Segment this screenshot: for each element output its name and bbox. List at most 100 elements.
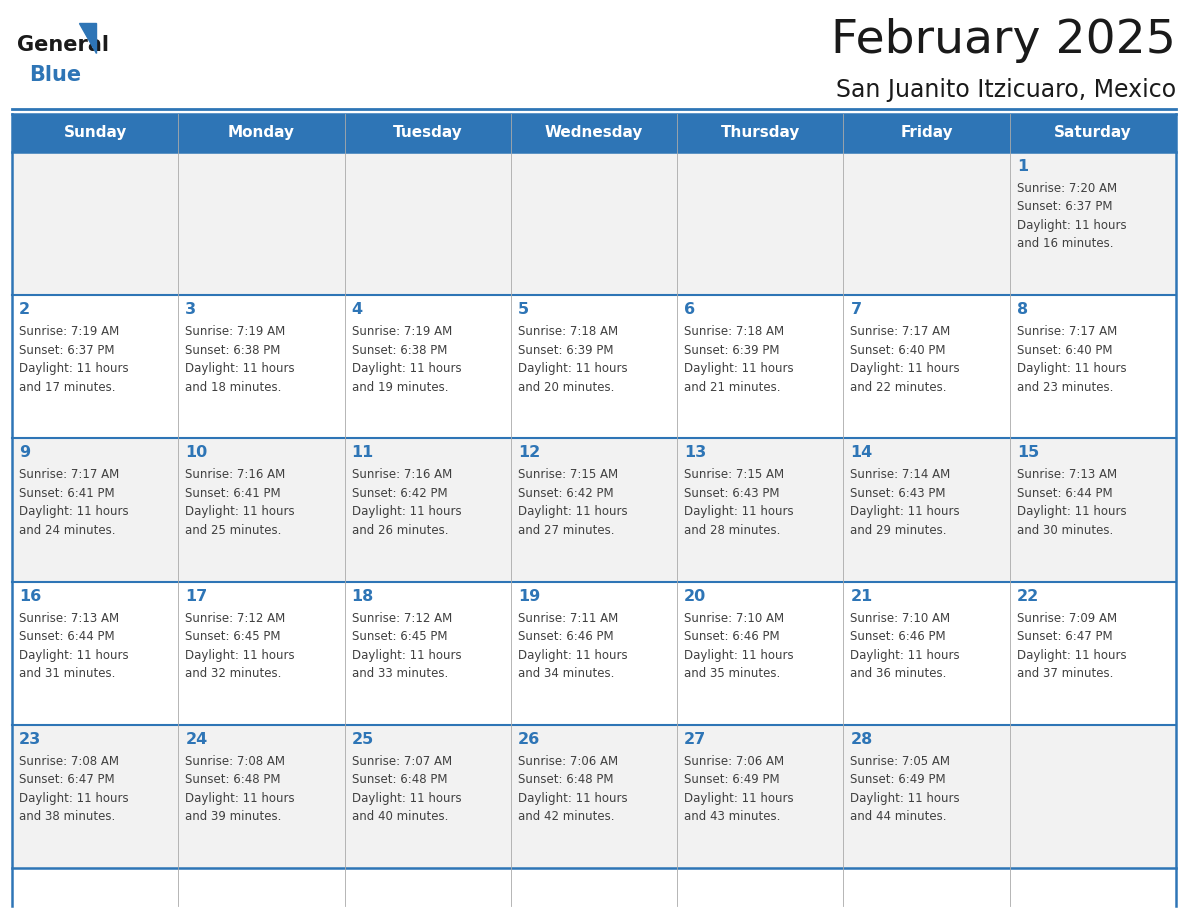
Text: Daylight: 11 hours: Daylight: 11 hours [19, 792, 128, 805]
Text: 26: 26 [518, 732, 541, 747]
Text: Daylight: 11 hours: Daylight: 11 hours [684, 363, 794, 375]
Text: 12: 12 [518, 445, 541, 461]
Text: Sunrise: 7:06 AM: Sunrise: 7:06 AM [684, 755, 784, 767]
Text: and 36 minutes.: and 36 minutes. [851, 667, 947, 680]
Text: Sunrise: 7:16 AM: Sunrise: 7:16 AM [352, 468, 451, 481]
Text: 3: 3 [185, 302, 196, 318]
Text: 27: 27 [684, 732, 707, 747]
Bar [677, 725, 843, 868]
Text: 9: 9 [19, 445, 30, 461]
Text: Daylight: 11 hours: Daylight: 11 hours [19, 506, 128, 519]
Text: Sunrise: 7:08 AM: Sunrise: 7:08 AM [19, 755, 119, 767]
Text: 4: 4 [352, 302, 362, 318]
Text: and 23 minutes.: and 23 minutes. [1017, 381, 1113, 394]
Text: Sunset: 6:41 PM: Sunset: 6:41 PM [185, 487, 280, 500]
Text: Sunrise: 7:17 AM: Sunrise: 7:17 AM [851, 325, 950, 338]
Bar [843, 152, 1010, 296]
Text: Sunrise: 7:10 AM: Sunrise: 7:10 AM [684, 611, 784, 624]
Text: Sunset: 6:44 PM: Sunset: 6:44 PM [1017, 487, 1112, 500]
Text: 14: 14 [851, 445, 873, 461]
Text: and 33 minutes.: and 33 minutes. [352, 667, 448, 680]
Text: and 44 minutes.: and 44 minutes. [851, 811, 947, 823]
Text: Sunrise: 7:20 AM: Sunrise: 7:20 AM [1017, 182, 1117, 195]
Text: Daylight: 11 hours: Daylight: 11 hours [518, 792, 627, 805]
Text: Sunset: 6:42 PM: Sunset: 6:42 PM [352, 487, 447, 500]
Text: Sunset: 6:45 PM: Sunset: 6:45 PM [352, 630, 447, 644]
Bar [677, 582, 843, 725]
Text: Sunrise: 7:12 AM: Sunrise: 7:12 AM [185, 611, 285, 624]
Text: Daylight: 11 hours: Daylight: 11 hours [352, 649, 461, 662]
Bar [12, 296, 178, 439]
Text: and 28 minutes.: and 28 minutes. [684, 524, 781, 537]
Text: and 42 minutes.: and 42 minutes. [518, 811, 614, 823]
Text: General: General [17, 35, 109, 55]
Text: Sunday: Sunday [63, 126, 127, 140]
Bar [345, 439, 511, 582]
Text: and 19 minutes.: and 19 minutes. [352, 381, 448, 394]
Text: Sunrise: 7:15 AM: Sunrise: 7:15 AM [684, 468, 784, 481]
Bar [843, 725, 1010, 868]
Bar [511, 582, 677, 725]
Text: Sunset: 6:37 PM: Sunset: 6:37 PM [1017, 200, 1112, 214]
Text: Sunrise: 7:06 AM: Sunrise: 7:06 AM [518, 755, 618, 767]
Text: Sunrise: 7:15 AM: Sunrise: 7:15 AM [518, 468, 618, 481]
Text: Sunset: 6:39 PM: Sunset: 6:39 PM [684, 343, 779, 357]
Text: Tuesday: Tuesday [393, 126, 462, 140]
Text: 1: 1 [1017, 159, 1028, 174]
Text: and 39 minutes.: and 39 minutes. [185, 811, 282, 823]
Text: Sunset: 6:46 PM: Sunset: 6:46 PM [851, 630, 946, 644]
Text: and 20 minutes.: and 20 minutes. [518, 381, 614, 394]
Text: 7: 7 [851, 302, 861, 318]
Text: 5: 5 [518, 302, 529, 318]
Text: Sunset: 6:43 PM: Sunset: 6:43 PM [684, 487, 779, 500]
Text: Daylight: 11 hours: Daylight: 11 hours [518, 363, 627, 375]
Text: 21: 21 [851, 588, 873, 604]
Text: and 17 minutes.: and 17 minutes. [19, 381, 115, 394]
Bar [345, 725, 511, 868]
Bar [511, 439, 677, 582]
Bar [345, 582, 511, 725]
Text: 22: 22 [1017, 588, 1040, 604]
Bar [12, 114, 1176, 152]
Text: Daylight: 11 hours: Daylight: 11 hours [851, 649, 960, 662]
Text: and 32 minutes.: and 32 minutes. [185, 667, 282, 680]
Text: and 25 minutes.: and 25 minutes. [185, 524, 282, 537]
Text: Daylight: 11 hours: Daylight: 11 hours [352, 792, 461, 805]
Text: Sunrise: 7:08 AM: Sunrise: 7:08 AM [185, 755, 285, 767]
Text: Daylight: 11 hours: Daylight: 11 hours [1017, 649, 1126, 662]
Bar [677, 296, 843, 439]
Text: and 37 minutes.: and 37 minutes. [1017, 667, 1113, 680]
Text: San Juanito Itzicuaro, Mexico: San Juanito Itzicuaro, Mexico [836, 78, 1176, 102]
Text: 15: 15 [1017, 445, 1040, 461]
Text: 28: 28 [851, 732, 873, 747]
Text: February 2025: February 2025 [832, 18, 1176, 63]
Text: Sunrise: 7:18 AM: Sunrise: 7:18 AM [684, 325, 784, 338]
Text: and 24 minutes.: and 24 minutes. [19, 524, 115, 537]
Text: Sunset: 6:48 PM: Sunset: 6:48 PM [518, 773, 613, 787]
Text: Daylight: 11 hours: Daylight: 11 hours [518, 506, 627, 519]
Bar [12, 582, 178, 725]
Text: Sunrise: 7:13 AM: Sunrise: 7:13 AM [19, 611, 119, 624]
Text: 8: 8 [1017, 302, 1028, 318]
Text: Sunrise: 7:12 AM: Sunrise: 7:12 AM [352, 611, 451, 624]
Text: and 29 minutes.: and 29 minutes. [851, 524, 947, 537]
Text: Wednesday: Wednesday [545, 126, 643, 140]
Text: Daylight: 11 hours: Daylight: 11 hours [684, 792, 794, 805]
Text: Daylight: 11 hours: Daylight: 11 hours [19, 649, 128, 662]
Text: Sunrise: 7:18 AM: Sunrise: 7:18 AM [518, 325, 618, 338]
Text: Daylight: 11 hours: Daylight: 11 hours [1017, 506, 1126, 519]
Bar [1010, 296, 1176, 439]
Text: Saturday: Saturday [1054, 126, 1132, 140]
Text: 11: 11 [352, 445, 374, 461]
Bar [12, 152, 178, 296]
Text: Sunrise: 7:17 AM: Sunrise: 7:17 AM [1017, 325, 1117, 338]
Bar [345, 296, 511, 439]
Text: Daylight: 11 hours: Daylight: 11 hours [851, 792, 960, 805]
Text: Daylight: 11 hours: Daylight: 11 hours [518, 649, 627, 662]
Bar [511, 296, 677, 439]
Text: Daylight: 11 hours: Daylight: 11 hours [185, 363, 295, 375]
Text: Sunset: 6:38 PM: Sunset: 6:38 PM [352, 343, 447, 357]
Text: Sunset: 6:46 PM: Sunset: 6:46 PM [684, 630, 779, 644]
Text: Daylight: 11 hours: Daylight: 11 hours [684, 649, 794, 662]
Bar [178, 725, 345, 868]
